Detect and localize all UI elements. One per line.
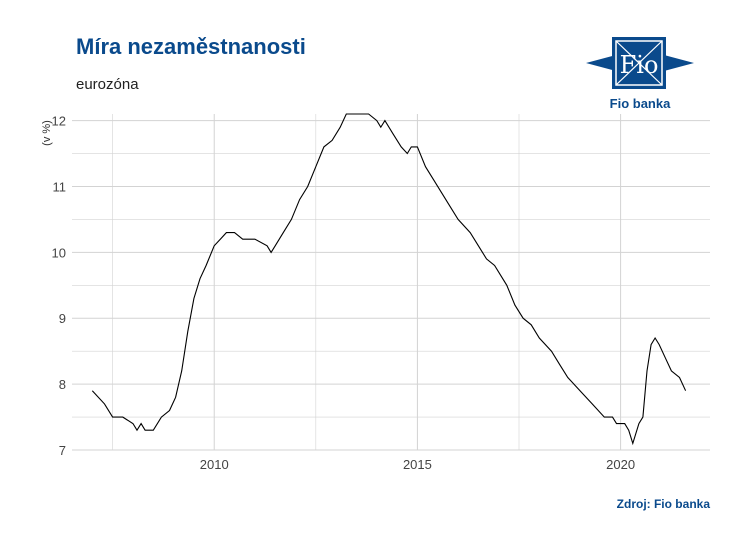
y-tick-labels: 7 8 9 10 11 12 <box>52 114 66 458</box>
unemployment-line <box>91 113 687 446</box>
chart-title: Míra nezaměstnanosti <box>76 34 306 59</box>
y-tick-label: 7 <box>59 443 66 458</box>
logo-mark-text: Fio <box>620 51 659 79</box>
y-tick-label: 9 <box>59 311 66 326</box>
x-tick-label: 2010 <box>200 457 229 472</box>
x-tick-labels: 2010 2015 2020 <box>200 457 635 472</box>
y-axis-label: (v %) <box>41 120 53 146</box>
x-tick-label: 2015 <box>403 457 432 472</box>
source-note: Zdroj: Fio banka <box>616 497 710 511</box>
y-tick-label: 12 <box>52 114 66 129</box>
chart-subtitle: eurozóna <box>76 76 139 93</box>
grid-lines <box>72 114 710 451</box>
x-tick-label: 2020 <box>606 457 635 472</box>
y-tick-label: 11 <box>53 179 67 194</box>
y-tick-label: 10 <box>52 245 66 260</box>
y-tick-label: 8 <box>59 377 66 392</box>
logo-brand-text: Fio banka <box>609 96 671 111</box>
fio-logo-mark-icon: Fio <box>586 37 694 89</box>
fio-banka-logo: Fio Fio banka <box>586 34 694 114</box>
